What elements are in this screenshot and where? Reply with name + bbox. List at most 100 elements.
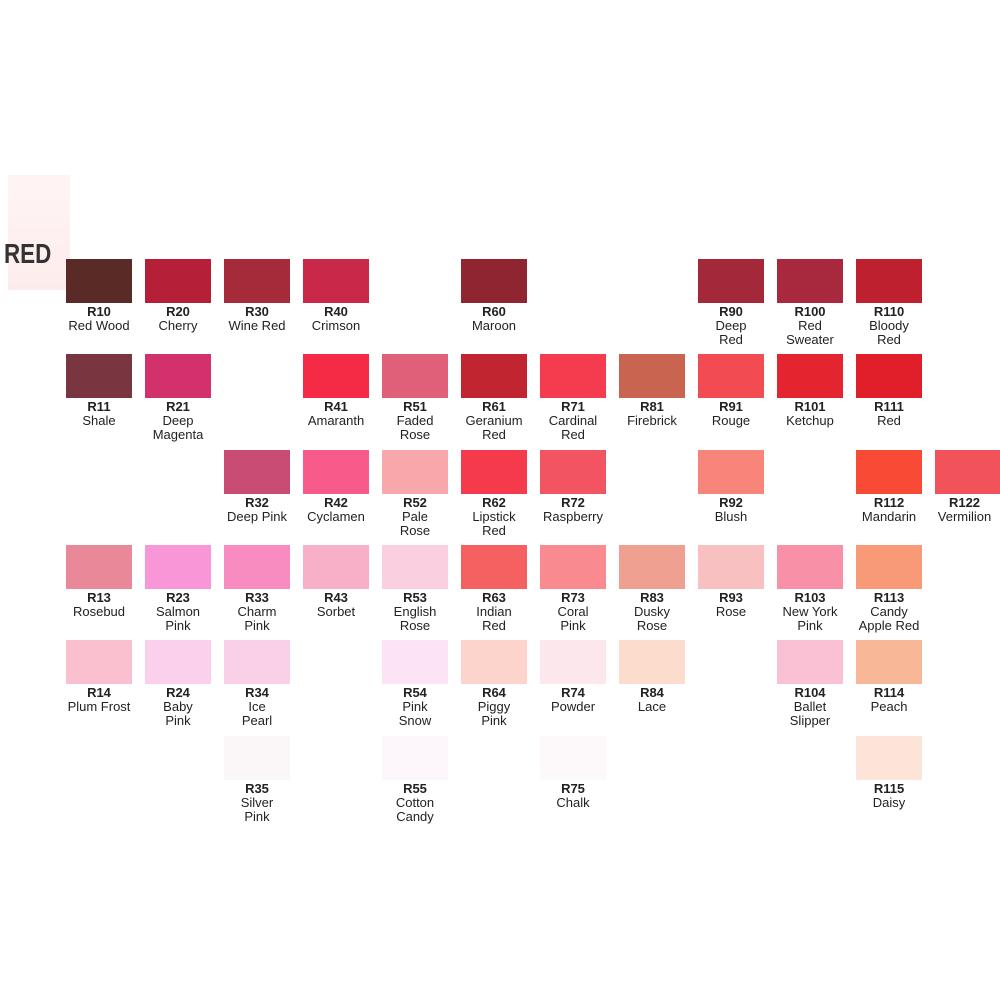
swatch-name: Chalk [556, 794, 590, 810]
swatch [224, 544, 290, 589]
swatch-code: R73 [561, 589, 585, 605]
swatch [145, 354, 211, 399]
swatch-code: R55 [403, 780, 427, 796]
swatch-label: R35 Silver Pink [218, 780, 296, 824]
swatch-code: R83 [640, 589, 664, 605]
swatch [619, 354, 685, 399]
swatch [777, 259, 843, 303]
swatch-name: Apple Red [858, 617, 920, 633]
swatch-label: R53 English Rose [376, 590, 454, 633]
swatch-label: R54 Pink Snow [376, 686, 454, 728]
swatch-label: R24 Baby Pink [139, 686, 217, 728]
swatch-label: R61 Geranium Red [455, 400, 533, 442]
swatch-name: Pale [401, 508, 429, 524]
swatch-name: Rosebud [72, 603, 126, 619]
swatch [461, 354, 527, 399]
swatch-label: R100 Red Sweater [771, 305, 849, 347]
swatch [856, 449, 922, 494]
swatch-label: R64 Piggy Pink [455, 686, 533, 728]
swatch-name: Red [798, 318, 822, 333]
swatch-label: R23 Salmon Pink [139, 590, 217, 633]
swatch-name: Shale [82, 413, 116, 429]
swatch-code: R24 [166, 685, 190, 701]
swatch-label: R91 Rouge [692, 400, 770, 428]
swatch [382, 640, 448, 685]
swatch-label: R111 Red [850, 400, 928, 428]
swatch-name: Crimson [311, 318, 361, 333]
swatch-name: English [393, 603, 437, 619]
swatch-code: R11 [87, 399, 111, 415]
swatch-label: R75 Chalk [534, 781, 612, 810]
swatch-label: R43 Sorbet [297, 590, 375, 619]
swatch-code: R30 [245, 304, 269, 319]
swatch-name: Coral [557, 603, 589, 619]
swatch-name: Rouge [711, 413, 751, 429]
swatch [698, 449, 764, 494]
swatch-label: R74 Powder [534, 686, 612, 714]
swatch-code: R61 [482, 399, 506, 415]
swatch [619, 640, 685, 685]
swatch-code: R63 [482, 589, 506, 605]
swatch-name: Deep Pink [227, 508, 287, 524]
swatch-name: Pink [165, 713, 191, 729]
swatch-code: R40 [324, 304, 348, 319]
swatch-label: R71 Cardinal Red [534, 400, 612, 442]
swatch [382, 544, 448, 589]
swatch-code: R90 [719, 304, 743, 319]
swatch-code: R41 [324, 399, 348, 415]
swatch [224, 735, 290, 780]
swatch-label: R51 Faded Rose [376, 400, 454, 442]
swatch-code: R93 [719, 589, 743, 605]
swatch-label: R30 Wine Red [218, 305, 296, 333]
swatch-name: Sweater [786, 332, 834, 347]
swatch-name: Dusky [633, 603, 671, 619]
swatch-code: R20 [166, 304, 190, 319]
swatch [856, 259, 922, 303]
swatch-name: Bloody [869, 318, 909, 333]
swatch [856, 544, 922, 589]
swatch-code: R92 [719, 494, 743, 510]
swatch-name: Deep [715, 318, 747, 333]
swatch-name: Baby [163, 699, 193, 715]
swatch-code: R60 [482, 304, 506, 319]
swatch [382, 735, 448, 780]
swatch-name: Red [482, 427, 506, 443]
swatch [303, 544, 369, 589]
swatch-code: R100 [794, 304, 826, 319]
swatch-label: R103 New York Pink [771, 590, 849, 633]
swatch-name: Cotton [395, 794, 435, 810]
swatch-label: R92 Blush [692, 494, 770, 524]
swatch-name: Amaranth [307, 413, 365, 429]
swatch-name: Ketchup [786, 413, 834, 429]
swatch [382, 354, 448, 399]
swatch-name: Mandarin [861, 508, 917, 524]
swatch-name: Cyclamen [307, 508, 365, 524]
swatch-code: R64 [482, 685, 506, 701]
swatch-label: R32 Deep Pink [218, 495, 296, 524]
swatch [540, 354, 606, 399]
swatch-name: Rose [715, 603, 747, 619]
swatch [540, 544, 606, 589]
swatch-code: R14 [87, 685, 111, 701]
swatch-label: R112 Mandarin [850, 495, 928, 524]
swatch-label: R115 Daisy [850, 781, 928, 810]
swatch-name: Rose [399, 522, 431, 538]
swatch [224, 449, 290, 494]
swatch [461, 640, 527, 685]
swatch-label: R62 Lipstick Red [455, 495, 533, 538]
swatch-code: R72 [561, 494, 585, 510]
swatch-code: R13 [87, 589, 111, 605]
swatch-label: R110 Bloody Red [850, 305, 928, 347]
swatch-name: Rose [399, 617, 431, 633]
swatch [540, 640, 606, 685]
swatch-code: R34 [245, 685, 269, 701]
swatch-code: R54 [403, 685, 427, 701]
swatch-label: R72 Raspberry [534, 494, 612, 524]
swatch-code: R35 [245, 780, 269, 796]
swatch [856, 735, 922, 780]
swatch [145, 259, 211, 303]
swatch-code: R21 [166, 399, 190, 415]
swatch-label: R83 Dusky Rose [613, 589, 691, 633]
swatch [66, 354, 132, 399]
